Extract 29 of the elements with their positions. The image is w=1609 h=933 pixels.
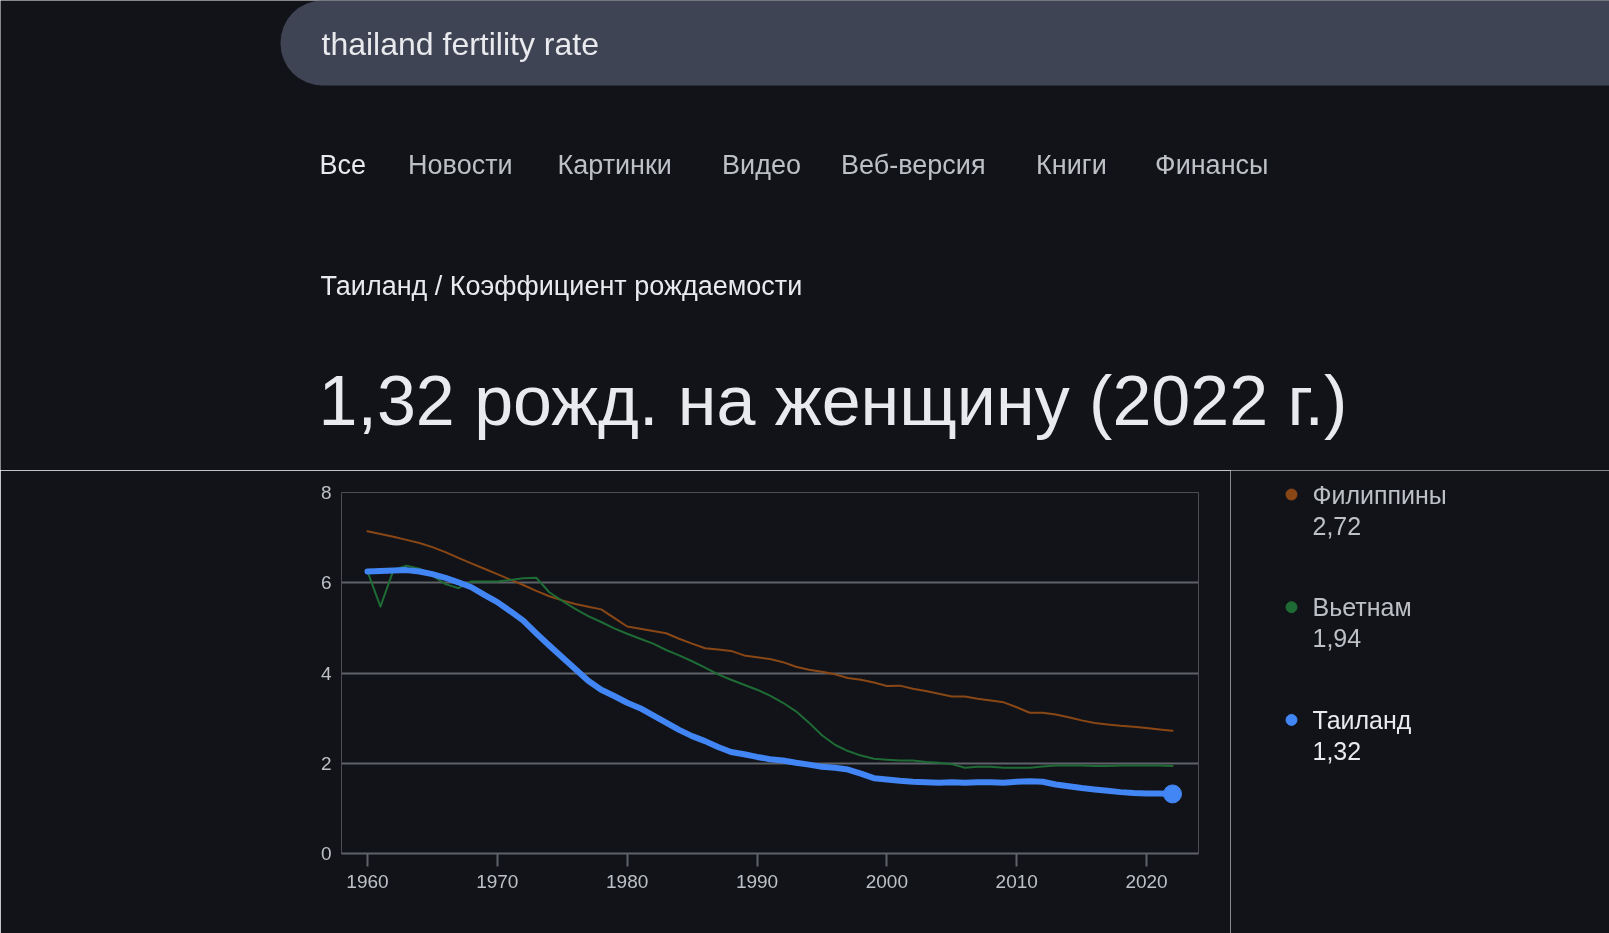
- text: Видео: [722, 149, 801, 180]
- x-tick-label: 2020: [1125, 870, 1168, 892]
- legend-label: Таиланд: [1312, 705, 1412, 734]
- y-tick-label: 8: [320, 482, 332, 503]
- text: thailand fertility rate: [321, 25, 599, 62]
- x-tick-label: 2000: [865, 870, 909, 892]
- y-tick-label: 0: [320, 843, 332, 864]
- chart-title: 1,32 рожд. на женщину (2022 г.): [318, 361, 1348, 440]
- text: Веб-версия: [841, 149, 986, 180]
- x-tick-label: 1970: [476, 870, 519, 892]
- x-tick-label: 1990: [735, 870, 779, 892]
- text: Новости: [408, 149, 513, 180]
- legend-label: Вьетнам: [1312, 593, 1412, 622]
- text: 1,94: [1312, 624, 1362, 653]
- y-tick-label: 4: [320, 662, 332, 684]
- line-series: [366, 530, 1174, 732]
- legend-label: Филиппины: [1312, 480, 1447, 509]
- x-tick-label: 2010: [995, 870, 1038, 892]
- x-tick-label: 1960: [346, 870, 389, 892]
- text: 2,72: [1312, 511, 1362, 540]
- text: Финансы: [1155, 149, 1269, 180]
- text: Книги: [1036, 149, 1107, 180]
- x-tick-label: 1980: [606, 870, 649, 892]
- y-tick-label: 2: [320, 752, 332, 774]
- y-tick-label: 6: [320, 572, 332, 594]
- text: Картинки: [557, 149, 672, 180]
- chart-subtitle: Таиланд / Коэффициент рождаемости: [320, 270, 803, 301]
- text: 1,32: [1312, 736, 1362, 765]
- text: Все: [319, 149, 367, 180]
